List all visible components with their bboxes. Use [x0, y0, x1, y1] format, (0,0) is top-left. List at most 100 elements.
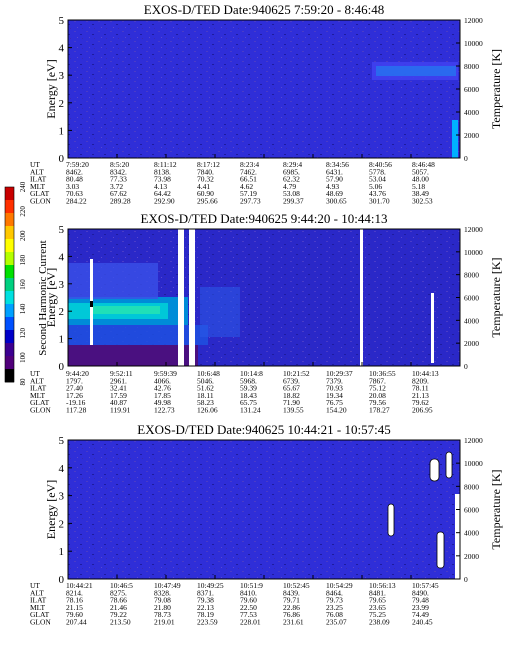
colorbar-tick-label: 120 — [19, 328, 27, 339]
table-cell: 117.28 — [66, 406, 87, 415]
table-row-label: GLON — [30, 618, 51, 627]
table-cell: 3.72 — [110, 182, 123, 191]
table-cell: 8275. — [110, 588, 127, 597]
colorbar-tick-label: 240 — [19, 181, 27, 192]
table-cell: 77.53 — [240, 610, 257, 619]
table-cell: 235.07 — [326, 618, 347, 627]
table-cell: 8410. — [240, 588, 257, 597]
table-cell: 66.51 — [240, 175, 257, 184]
table-cell: 79.56 — [369, 398, 386, 407]
table-cell: 75.12 — [369, 384, 386, 393]
y-tick-label: 3 — [59, 279, 65, 291]
table-cell: 22.50 — [240, 603, 257, 612]
table-cell: 7:59:20 — [66, 160, 89, 169]
table-cell: 10:52:45 — [283, 581, 310, 590]
table-cell: 238.09 — [369, 618, 390, 627]
table-cell: 223.59 — [197, 618, 218, 627]
table-cell: 6431. — [326, 167, 343, 176]
table-cell: 295.66 — [197, 197, 218, 206]
y2-tick-label: 8000 — [464, 271, 479, 280]
table-row-label: GLON — [30, 197, 51, 206]
table-cell: 22.86 — [283, 603, 300, 612]
y-axis-label: Energy [eV] — [44, 268, 58, 327]
table-cell: 289.28 — [110, 197, 131, 206]
colorbar: 240 220 200 180 160 140 120 100 80 Second Harmoni… — [4, 181, 49, 386]
table-cell: 10:46:5 — [110, 581, 133, 590]
table-row-label: GLAT — [30, 398, 50, 407]
table-cell: 23.99 — [412, 603, 429, 612]
table-cell: 22.13 — [197, 603, 214, 612]
panel-title: EXOS-D/TED Date:940625 7:59:20 - 8:46:48 — [144, 2, 384, 17]
table-cell: 131.24 — [240, 406, 261, 415]
table-cell: 1797. — [66, 376, 83, 385]
table-cell: 8490. — [412, 588, 429, 597]
y2-tick-label: 12000 — [464, 225, 483, 234]
table-cell: 7867. — [369, 376, 386, 385]
y-tick-label: 3 — [59, 70, 65, 82]
table-cell: 6739. — [283, 376, 300, 385]
table-cell: 8138. — [154, 167, 171, 176]
table-row-label: MLT — [30, 391, 46, 400]
edge-spike — [452, 120, 458, 158]
data-gap — [189, 229, 195, 366]
table-row-label: GLON — [30, 406, 51, 415]
y2-axis-label: Temperature [K] — [489, 257, 503, 337]
data-gap — [178, 229, 184, 366]
table-row-label: MLT — [30, 182, 46, 191]
table-cell: 17.85 — [154, 391, 171, 400]
table-cell: 32.41 — [110, 384, 127, 393]
plot-area — [68, 20, 460, 158]
table-row-label: ILAT — [30, 384, 47, 393]
table-cell: 78.16 — [66, 596, 83, 605]
floor-band — [68, 345, 198, 366]
plot-area — [68, 440, 460, 579]
table-cell: 8:11:12 — [154, 160, 177, 169]
flux-upper — [68, 263, 158, 299]
y-tick-label: 4 — [59, 43, 65, 55]
table-cell: 119.91 — [110, 406, 131, 415]
table-cell: 19.34 — [326, 391, 343, 400]
table-row-label: ALT — [30, 588, 44, 597]
table-cell: 10:57:45 — [412, 581, 439, 590]
table-cell: 79.48 — [412, 596, 429, 605]
y-tick-label: 5 — [59, 15, 65, 27]
colorbar-segment — [5, 304, 14, 318]
table-cell: 80.48 — [66, 175, 83, 184]
table-cell: 7379. — [326, 376, 343, 385]
table-cell: 48.00 — [412, 175, 429, 184]
table-cell: 77.33 — [110, 175, 127, 184]
colorbar-segment — [5, 213, 14, 227]
table-cell: 51.62 — [197, 384, 214, 393]
table-cell: 64.42 — [154, 189, 171, 198]
colorbar-segment — [5, 200, 14, 214]
table-row-label: ILAT — [30, 596, 47, 605]
table-cell: 74.49 — [412, 610, 429, 619]
table-cell: 8481. — [369, 588, 386, 597]
table-cell: 17.26 — [66, 391, 83, 400]
y-axis-label: Energy [eV] — [44, 59, 58, 118]
colorbar-segment — [5, 239, 14, 253]
table-cell: 154.20 — [326, 406, 347, 415]
colorbar-segment — [5, 330, 14, 344]
table-cell: 8:23:4 — [240, 160, 259, 169]
table-cell: 8:5:20 — [110, 160, 129, 169]
y-tick-label: 5 — [59, 224, 65, 236]
table-cell: 10:49:25 — [197, 581, 224, 590]
table-cell: 65.75 — [240, 398, 257, 407]
table-cell: 79.60 — [66, 610, 83, 619]
temperature-marker — [429, 458, 440, 482]
table-cell: 2961. — [110, 376, 127, 385]
y2-tick-label: 6000 — [464, 294, 479, 303]
table-cell: 78.11 — [412, 384, 429, 393]
table-cell: 79.38 — [197, 596, 214, 605]
table-cell: 8:17:12 — [197, 160, 220, 169]
table-cell: 207.44 — [66, 618, 87, 627]
table-cell: 70.93 — [326, 384, 343, 393]
table-cell: 10:54:29 — [326, 581, 353, 590]
table-cell: 38.49 — [412, 189, 429, 198]
y2-tick-label: 6000 — [464, 85, 479, 94]
table-cell: 219.01 — [154, 618, 175, 627]
table-cell: 5046. — [197, 376, 214, 385]
table-cell: 48.69 — [326, 189, 343, 198]
